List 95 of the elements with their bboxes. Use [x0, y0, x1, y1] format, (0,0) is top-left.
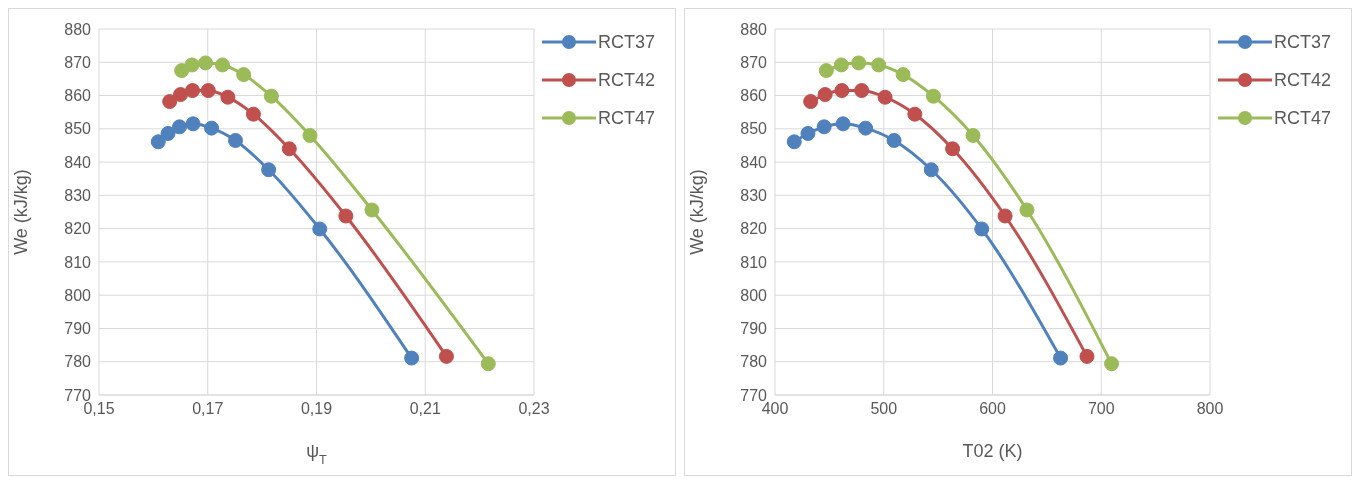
point — [236, 67, 252, 83]
point — [851, 55, 867, 71]
point — [965, 127, 981, 143]
x-tick-label: 0,15 — [83, 400, 115, 418]
point — [1079, 348, 1095, 364]
y-tick-label: 780 — [740, 353, 768, 371]
x-tick-label: 0,21 — [409, 400, 441, 418]
x-tick-label: 0,19 — [300, 400, 333, 418]
point — [150, 134, 166, 150]
point — [800, 125, 816, 141]
y-tick-label: 780 — [64, 353, 92, 371]
point — [220, 89, 236, 105]
y-tick-label: 880 — [64, 20, 92, 38]
point — [173, 87, 189, 103]
x-tick-label: 500 — [870, 400, 898, 418]
x-tick-label: 0,23 — [518, 400, 550, 418]
y-axis-title: We (kJ/kg) — [687, 169, 707, 255]
y-tick-label: 810 — [740, 253, 768, 271]
point — [338, 208, 354, 224]
point — [184, 57, 200, 73]
point — [854, 83, 870, 99]
point — [185, 116, 201, 132]
y-tick-label: 860 — [64, 87, 92, 105]
point — [263, 88, 279, 104]
point — [997, 208, 1013, 224]
point — [200, 83, 216, 99]
y-tick-label: 850 — [64, 120, 92, 138]
legend-label: RCT37 — [1273, 30, 1331, 54]
legend-label: RCT47 — [1273, 106, 1331, 130]
point — [214, 57, 230, 73]
x-axis-title: T02 (K) — [962, 441, 1023, 461]
y-tick-label: 800 — [64, 286, 92, 304]
point — [364, 202, 380, 218]
point — [281, 141, 297, 157]
point — [1053, 350, 1069, 366]
y-tick-label: 840 — [64, 153, 92, 171]
point — [803, 94, 819, 110]
point — [162, 94, 178, 110]
y-tick-label: 850 — [740, 120, 768, 138]
point — [923, 162, 939, 178]
y-tick-label: 830 — [740, 187, 768, 205]
point — [185, 83, 201, 99]
legend-label: RCT47 — [597, 106, 655, 130]
point — [816, 119, 832, 135]
y-tick-label: 820 — [740, 220, 768, 238]
point — [312, 221, 328, 237]
x-tick-label: 700 — [1087, 400, 1115, 418]
point — [895, 67, 911, 83]
y-tick-label: 870 — [64, 53, 92, 71]
point — [786, 134, 802, 150]
x-tick-label: 800 — [1196, 400, 1224, 418]
point — [171, 119, 187, 135]
point — [834, 83, 850, 99]
point — [245, 106, 261, 122]
legend-label: RCT37 — [597, 30, 655, 54]
y-tick-label: 800 — [740, 286, 768, 304]
point — [877, 89, 893, 105]
point — [227, 132, 243, 148]
y-tick-label: 840 — [740, 153, 768, 171]
point — [925, 88, 941, 104]
y-tick-label: 870 — [740, 53, 768, 71]
point — [1019, 202, 1035, 218]
legend-label: RCT42 — [1273, 68, 1331, 92]
point — [204, 120, 220, 136]
point — [261, 162, 277, 178]
x-tick-label: 400 — [761, 400, 789, 418]
y-axis-title: We (kJ/kg) — [11, 169, 31, 255]
point — [886, 132, 902, 148]
point — [835, 116, 851, 132]
legend-label: RCT42 — [597, 68, 655, 92]
point — [945, 141, 961, 157]
point — [871, 57, 887, 73]
point — [198, 55, 214, 71]
point — [438, 348, 454, 364]
point — [817, 87, 833, 103]
point — [302, 127, 318, 143]
y-tick-label: 860 — [740, 87, 768, 105]
point — [907, 106, 923, 122]
y-tick-label: 810 — [64, 253, 92, 271]
y-tick-label: 790 — [740, 320, 768, 338]
point — [974, 221, 990, 237]
x-tick-label: 0,17 — [192, 400, 224, 418]
point — [404, 350, 420, 366]
y-tick-label: 790 — [64, 320, 92, 338]
point — [818, 63, 834, 79]
y-tick-label: 820 — [64, 220, 92, 238]
point — [160, 125, 176, 141]
point — [858, 120, 874, 136]
y-tick-label: 880 — [740, 20, 768, 38]
x-tick-label: 600 — [979, 400, 1006, 418]
x-axis-title: ψ$_{T}$ — [306, 441, 328, 467]
y-tick-label: 830 — [64, 187, 92, 205]
point — [833, 57, 849, 73]
point — [480, 356, 496, 372]
point — [1104, 356, 1120, 372]
